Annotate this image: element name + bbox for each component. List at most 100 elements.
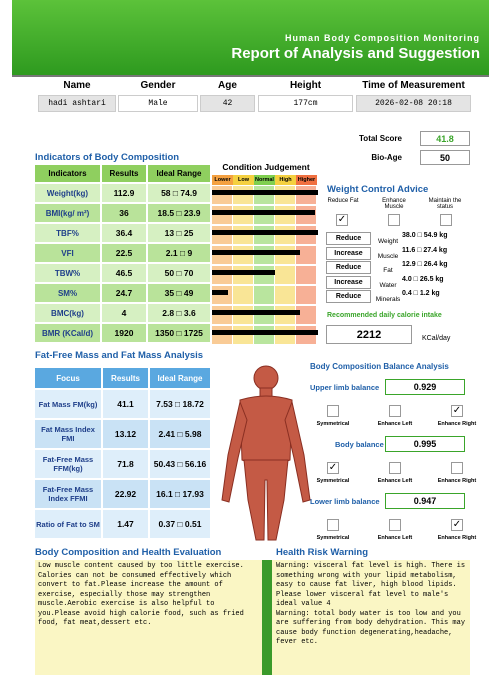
condition-bar	[212, 290, 228, 295]
table-cell: 36	[102, 204, 146, 222]
action: Increase	[326, 275, 371, 289]
total-score: 41.8	[420, 131, 470, 146]
section-title: Indicators of Body Composition	[35, 152, 180, 163]
header-title: Report of Analysis and Suggestion	[231, 45, 480, 62]
condition-bar	[212, 330, 318, 335]
table-cell: 1350 □ 1725	[148, 324, 210, 342]
table-cell: BMI(kg/ m²)	[35, 204, 100, 222]
table-cell: 1.47	[103, 510, 148, 538]
calorie-label: Recommended daily calorie intake	[327, 312, 442, 319]
balance-option: Enhance Right	[437, 535, 477, 541]
table-cell: VFI	[35, 244, 100, 262]
balance-option: Symmetrical	[316, 478, 350, 484]
level-cell	[254, 286, 274, 304]
level-cell	[296, 266, 316, 284]
calorie-unit: KCal/day	[422, 335, 451, 342]
target: Minerals	[375, 296, 401, 303]
condition-bar	[212, 310, 300, 315]
condition-bar	[212, 270, 275, 275]
target: Water	[379, 281, 397, 289]
table-cell: 2.41 □ 5.98	[150, 420, 210, 448]
table-cell: 50.43 □ 56.16	[150, 450, 210, 478]
balance-option: Enhance Left	[377, 421, 413, 427]
condition-bar	[212, 210, 315, 215]
checkbox	[389, 519, 401, 531]
section-title: Weight Control Advice	[327, 184, 429, 195]
level-label: Normal	[254, 175, 275, 185]
info-label: Time of Measurement	[362, 80, 465, 91]
bio-age: 50	[420, 150, 470, 165]
level-cell	[296, 306, 316, 324]
table-cell: Fat-Free Mass FFM(kg)	[35, 450, 101, 478]
level-cell	[275, 286, 295, 304]
info-value: Male	[118, 95, 198, 112]
section-title: Body Composition and Health Evaluation	[35, 547, 222, 558]
condition-bar	[212, 250, 300, 255]
section-title: Body Composition Balance Analysis	[310, 362, 449, 371]
checkbox	[389, 462, 401, 474]
table-cell: 24.7	[102, 284, 146, 302]
table-cell: BMC(kg)	[35, 304, 100, 322]
balance-option: Symmetrical	[316, 535, 350, 541]
table-cell: 2.1 □ 9	[148, 244, 210, 262]
checkbox: ✓	[327, 462, 339, 474]
table-cell: 18.5 □ 23.9	[148, 204, 210, 222]
balance-option: Enhance Right	[437, 478, 477, 484]
action: Reduce	[326, 290, 371, 303]
range: 12.9 □ 26.4 kg	[402, 261, 448, 268]
table-cell: TBF%	[35, 224, 100, 242]
table-cell: 4	[102, 304, 146, 322]
checkbox	[451, 462, 463, 474]
balance-option: Enhance Left	[377, 478, 413, 484]
level-cell	[296, 246, 316, 264]
action: Increase	[326, 246, 371, 260]
table-cell: BMR (KCal/d)	[35, 324, 100, 342]
level-cell	[233, 286, 253, 304]
table-cell: 2.8 □ 3.6	[148, 304, 210, 322]
level-label: Low	[233, 175, 254, 185]
condition-title: Condition Judgement	[222, 162, 310, 172]
info-label: Age	[218, 80, 237, 91]
balance-value: 0.995	[385, 436, 465, 452]
option-label: Maintain the status	[428, 198, 462, 210]
checkbox	[327, 405, 339, 417]
table-cell: 36.4	[102, 224, 146, 242]
table-cell: 13 □ 25	[148, 224, 210, 242]
section-title: Health Risk Warning	[276, 547, 369, 558]
checkbox: ✓	[451, 405, 463, 417]
balance-label: Upper limb balance	[310, 383, 380, 392]
table-cell: 1920	[102, 324, 146, 342]
option-label: Enhance Muscle	[382, 198, 406, 210]
table-cell: 50 □ 70	[148, 264, 210, 282]
table-cell: Fat Mass Index FMI	[35, 420, 101, 448]
checkbox	[440, 214, 452, 226]
balance-option: Enhance Left	[377, 535, 413, 541]
level-cell	[296, 286, 316, 304]
info-value: 42	[200, 95, 255, 112]
level-label: Higher	[296, 175, 317, 185]
section-title: Fat-Free Mass and Fat Mass Analysis	[35, 350, 204, 361]
info-label: Gender	[140, 80, 176, 91]
table-cell: 0.37 □ 0.51	[150, 510, 210, 538]
risk-text: Warning: visceral fat level is high. The…	[272, 560, 470, 675]
option-label: Reduce Fat	[327, 198, 359, 204]
checkbox	[327, 519, 339, 531]
table-cell: Weight(kg)	[35, 184, 100, 202]
checkbox	[388, 214, 400, 226]
header-rule	[12, 75, 489, 77]
range: 0.4 □ 1.2 kg	[402, 290, 440, 297]
header-subtitle: Human Body Composition Monitoring	[285, 33, 480, 43]
table-header: Focus	[35, 368, 101, 388]
target: Muscle	[377, 252, 399, 260]
target: Weight	[377, 238, 399, 245]
table-cell: Fat Mass FM(kg)	[35, 390, 101, 418]
target: Fat	[383, 267, 393, 274]
balance-option: Enhance Right	[437, 421, 477, 427]
table-cell: TBW%	[35, 264, 100, 282]
total-score-label: Total Score	[359, 134, 402, 143]
table-cell: 58 □ 74.9	[148, 184, 210, 202]
header-band	[12, 0, 489, 75]
human-figure	[221, 365, 311, 541]
